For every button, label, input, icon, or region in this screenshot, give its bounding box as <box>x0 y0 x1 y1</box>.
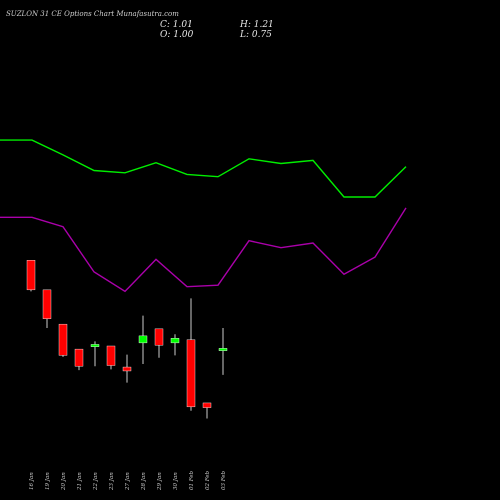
x-tick-label: 03 Feb <box>221 470 227 490</box>
x-tick-label: 22 Jan <box>93 472 99 491</box>
candle-body <box>74 348 84 367</box>
candle-21-jan <box>74 348 84 371</box>
candle-29-jan <box>154 328 164 358</box>
x-tick-label: 20 Jan <box>61 472 67 491</box>
candle-body <box>138 335 148 344</box>
candle-28-jan <box>138 315 148 364</box>
candle-27-jan <box>122 354 132 383</box>
x-tick-label: 02 Feb <box>205 470 211 490</box>
upper-band-line <box>0 139 407 198</box>
candle-02-feb <box>202 402 212 419</box>
candle-body <box>58 323 68 356</box>
candle-19-jan <box>42 289 52 329</box>
x-tick-label: 16 Jan <box>29 472 35 490</box>
candle-30-jan <box>170 334 180 356</box>
x-tick-label: 29 Jan <box>157 472 163 491</box>
candle-22-jan <box>90 341 100 367</box>
candle-body <box>186 339 196 408</box>
x-tick-label: 21 Jan <box>77 472 83 491</box>
candle-23-jan <box>106 345 116 370</box>
close-value: C: 1.01 <box>160 20 193 30</box>
low-value: L: 0.75 <box>240 30 272 40</box>
x-tick-label: 30 Jan <box>173 472 179 490</box>
candle-body <box>90 344 100 347</box>
lower-band-line <box>0 207 407 293</box>
x-tick-label: 01 Feb <box>189 470 195 490</box>
candle-20-jan <box>58 323 68 357</box>
candle-01-feb <box>186 298 196 411</box>
candle-body <box>202 402 212 408</box>
candle-body <box>106 345 116 366</box>
x-tick-label: 27 Jan <box>125 472 131 491</box>
x-tick-label: 28 Jan <box>141 472 147 491</box>
x-axis-tick-labels: 16 Jan 19 Jan 20 Jan 21 Jan 22 Jan 23 Jan 27 J… <box>29 470 227 491</box>
band-overlays <box>0 139 407 293</box>
high-value: H: 1.21 <box>240 20 274 30</box>
candle-03-feb <box>218 328 228 375</box>
candle-body <box>154 328 164 346</box>
candle-body <box>26 260 36 291</box>
x-tick-label: 23 Jan <box>109 472 115 491</box>
candle-body <box>42 289 52 319</box>
open-value: O: 1.00 <box>160 30 194 40</box>
chart-title: SUZLON 31 CE Options Chart Munafasutra.c… <box>6 10 179 18</box>
candle-16-jan <box>26 260 36 292</box>
candle-body <box>218 348 228 351</box>
candle-body <box>122 366 132 372</box>
x-tick-label: 19 Jan <box>45 472 51 490</box>
candlesticks <box>26 260 228 419</box>
candle-body <box>170 338 180 344</box>
